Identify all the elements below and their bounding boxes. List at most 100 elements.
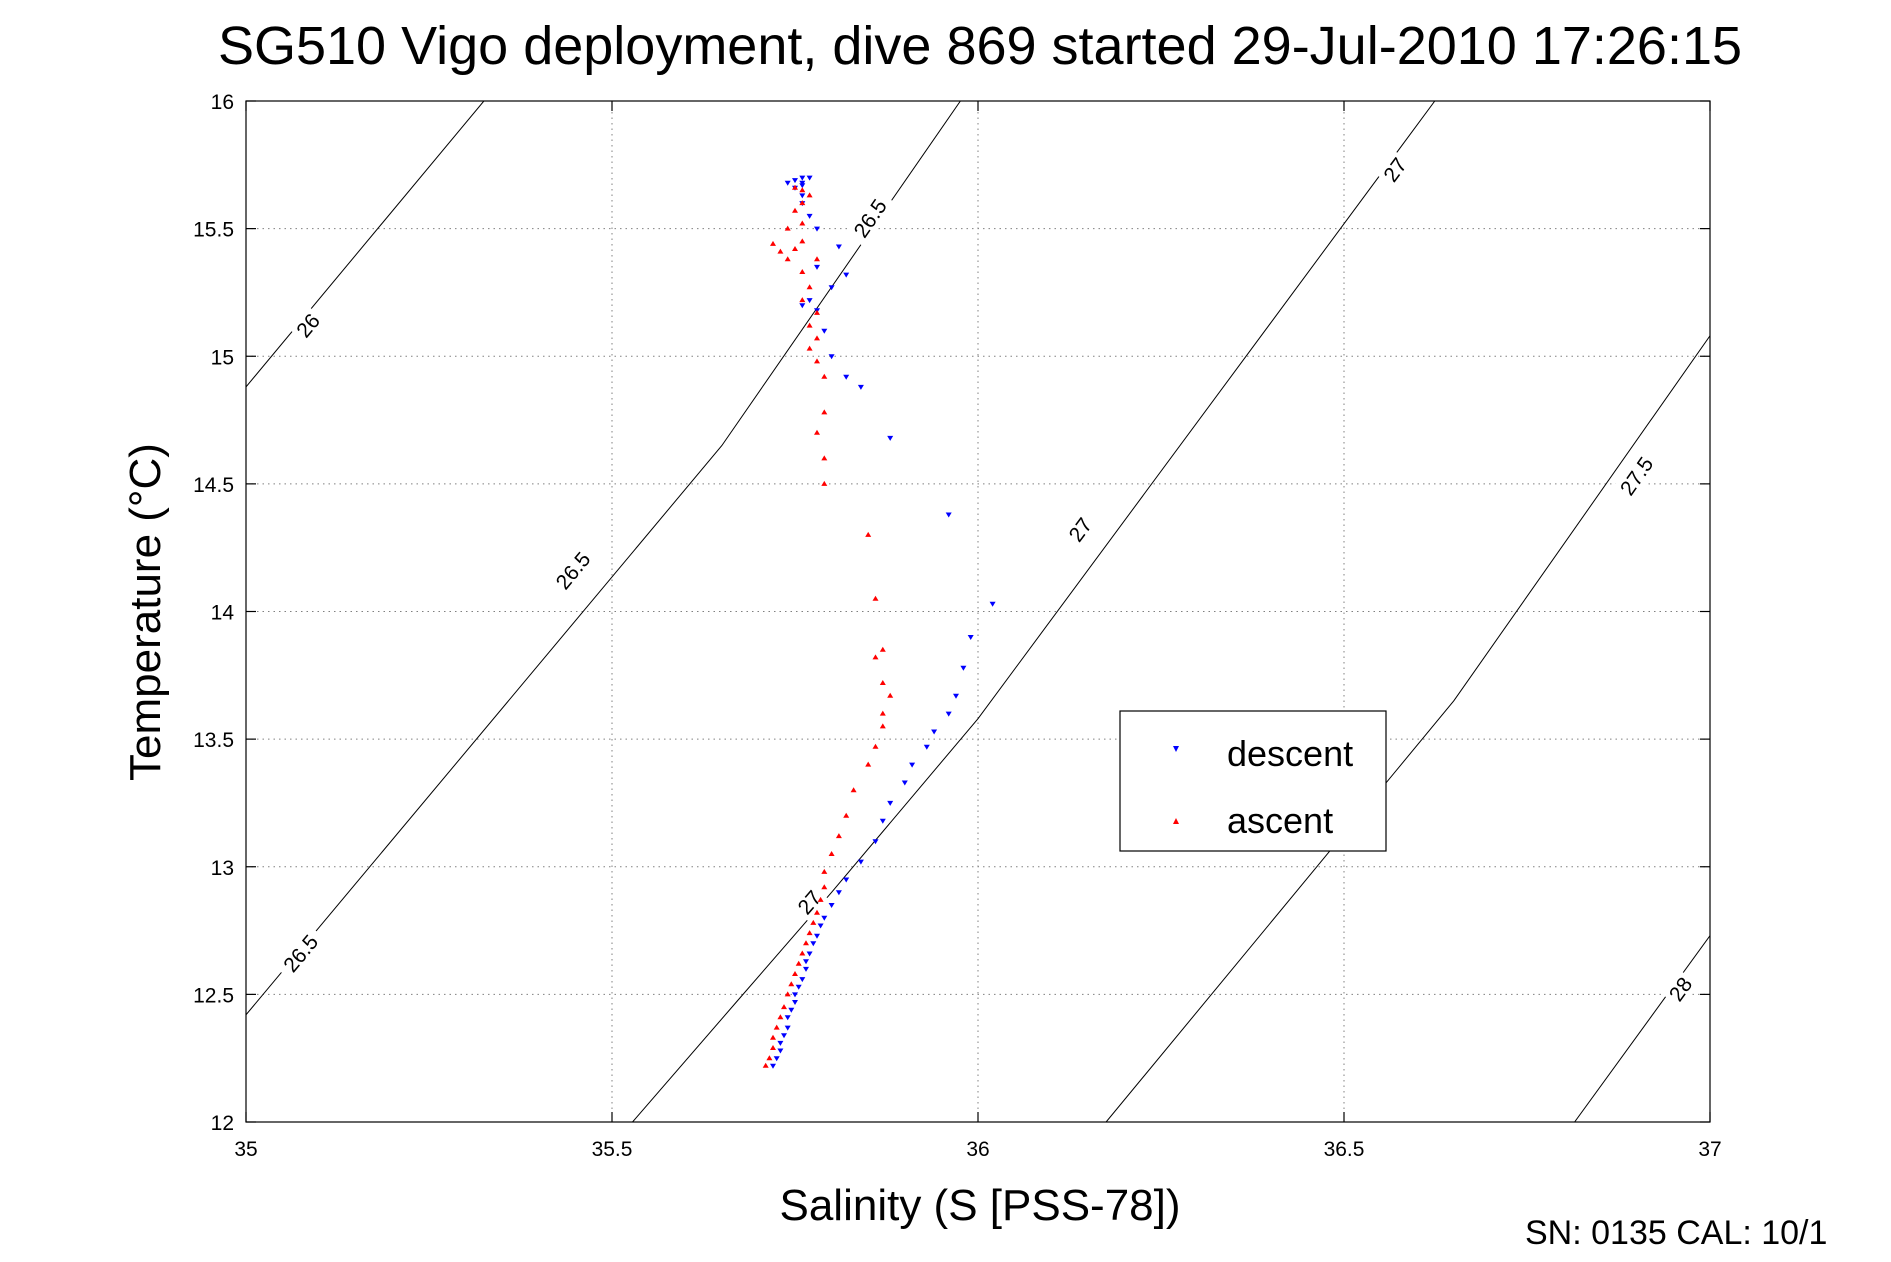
descent-point (806, 175, 813, 181)
contour-label-group: 26.5 (273, 924, 327, 982)
x-tick-label: 37 (1698, 1138, 1721, 1161)
ascent-point (810, 919, 817, 925)
descent-point (784, 180, 791, 186)
ascent-point (806, 322, 813, 328)
ascent-point (835, 833, 842, 839)
chart-title: SG510 Vigo deployment, dive 869 started … (218, 16, 1742, 76)
ascent-point (879, 723, 886, 729)
descent-point (835, 890, 842, 896)
ascent-point (821, 884, 828, 890)
ascent-point (814, 358, 820, 364)
x-tick-label: 36 (966, 1138, 989, 1161)
calibration-footer: SN: 0135 CAL: 10/1 (1525, 1214, 1827, 1252)
ascent-point (795, 960, 802, 966)
ascent-point (788, 981, 795, 987)
y-tick-label: 13.5 (193, 729, 234, 752)
ascent-point (806, 284, 813, 290)
descent-point (814, 933, 820, 939)
contour-label-group: 26.5 (844, 188, 895, 247)
series-descent (770, 175, 996, 1069)
ascent-point (872, 654, 879, 660)
descent-point (989, 601, 996, 607)
density-contour-line (1574, 935, 1710, 1122)
x-tick-label: 35.5 (592, 1138, 633, 1161)
ascent-point (806, 930, 813, 936)
descent-point (777, 1040, 784, 1046)
descent-point (803, 966, 809, 972)
descent-point (777, 1048, 784, 1054)
descent-point (828, 354, 835, 360)
descent-point (931, 729, 938, 735)
ascent-point (814, 429, 820, 435)
ascent-point (865, 761, 872, 767)
descent-point (953, 693, 959, 699)
descent-point (909, 762, 916, 768)
descent-point (792, 178, 798, 184)
ascent-point (817, 896, 824, 902)
contour-label-group: 27 (1061, 510, 1099, 549)
ascent-point (799, 220, 806, 226)
descent-point (799, 303, 806, 309)
ascent-point (821, 480, 828, 486)
descent-point (887, 435, 894, 441)
descent-point (803, 959, 809, 965)
density-contour-line (632, 101, 1436, 1122)
descent-point (795, 984, 802, 990)
legend-box (1119, 710, 1387, 852)
contour-label-knockout (1061, 510, 1099, 549)
descent-point (799, 175, 806, 181)
ascent-point (777, 248, 784, 254)
ascent-point (792, 207, 798, 213)
descent-point (857, 384, 864, 390)
descent-point (799, 977, 806, 983)
y-tick-label: 15.5 (193, 219, 234, 242)
descent-point (810, 941, 817, 947)
descent-point (901, 780, 908, 786)
legend: descent ascent (1119, 710, 1387, 852)
descent-point (843, 877, 850, 883)
contour-label-knockout (789, 882, 828, 922)
ascent-point (872, 743, 879, 749)
ascent-point (814, 335, 820, 341)
ascent-point (879, 646, 886, 652)
descent-point (814, 226, 820, 232)
descent-point (806, 213, 813, 219)
ascent-point (821, 409, 828, 415)
ascent-point (781, 1004, 787, 1010)
ascent-point (806, 192, 813, 198)
y-tick-label: 16 (211, 91, 234, 114)
contour-label: 27 (1065, 514, 1097, 546)
descent-point (821, 915, 828, 921)
ascent-point (821, 455, 828, 461)
descent-point (788, 1007, 795, 1013)
ascent-point (887, 692, 894, 698)
descent-point (835, 244, 842, 250)
contour-label-group: 26.5 (545, 541, 599, 599)
descent-point (887, 800, 894, 806)
legend-label-descent: descent (1227, 733, 1353, 774)
descent-point (828, 903, 835, 908)
ascent-point (799, 269, 806, 274)
contour-label-knockout (1661, 969, 1699, 1008)
ascent-point (792, 971, 798, 976)
descent-point (857, 859, 864, 865)
ascent-point (799, 238, 806, 244)
ascent-point (814, 909, 820, 915)
contour-label-group: 27 (1375, 150, 1413, 189)
descent-point (799, 183, 806, 189)
legend-marker-descent (1173, 746, 1179, 752)
ascent-point (770, 240, 776, 246)
ascent-point (821, 373, 828, 379)
contour-label-knockout (844, 188, 895, 247)
ascent-point (799, 297, 806, 303)
ascent-point (770, 1034, 776, 1040)
y-tick-label: 15 (211, 346, 234, 369)
descent-point (828, 285, 835, 291)
descent-point (792, 1000, 798, 1005)
contour-label-knockout (288, 305, 327, 345)
ascent-point (814, 309, 820, 315)
descent-point (799, 193, 806, 199)
ascent-point (773, 1024, 780, 1030)
contour-label-knockout (1375, 150, 1413, 189)
descent-point (923, 744, 930, 750)
